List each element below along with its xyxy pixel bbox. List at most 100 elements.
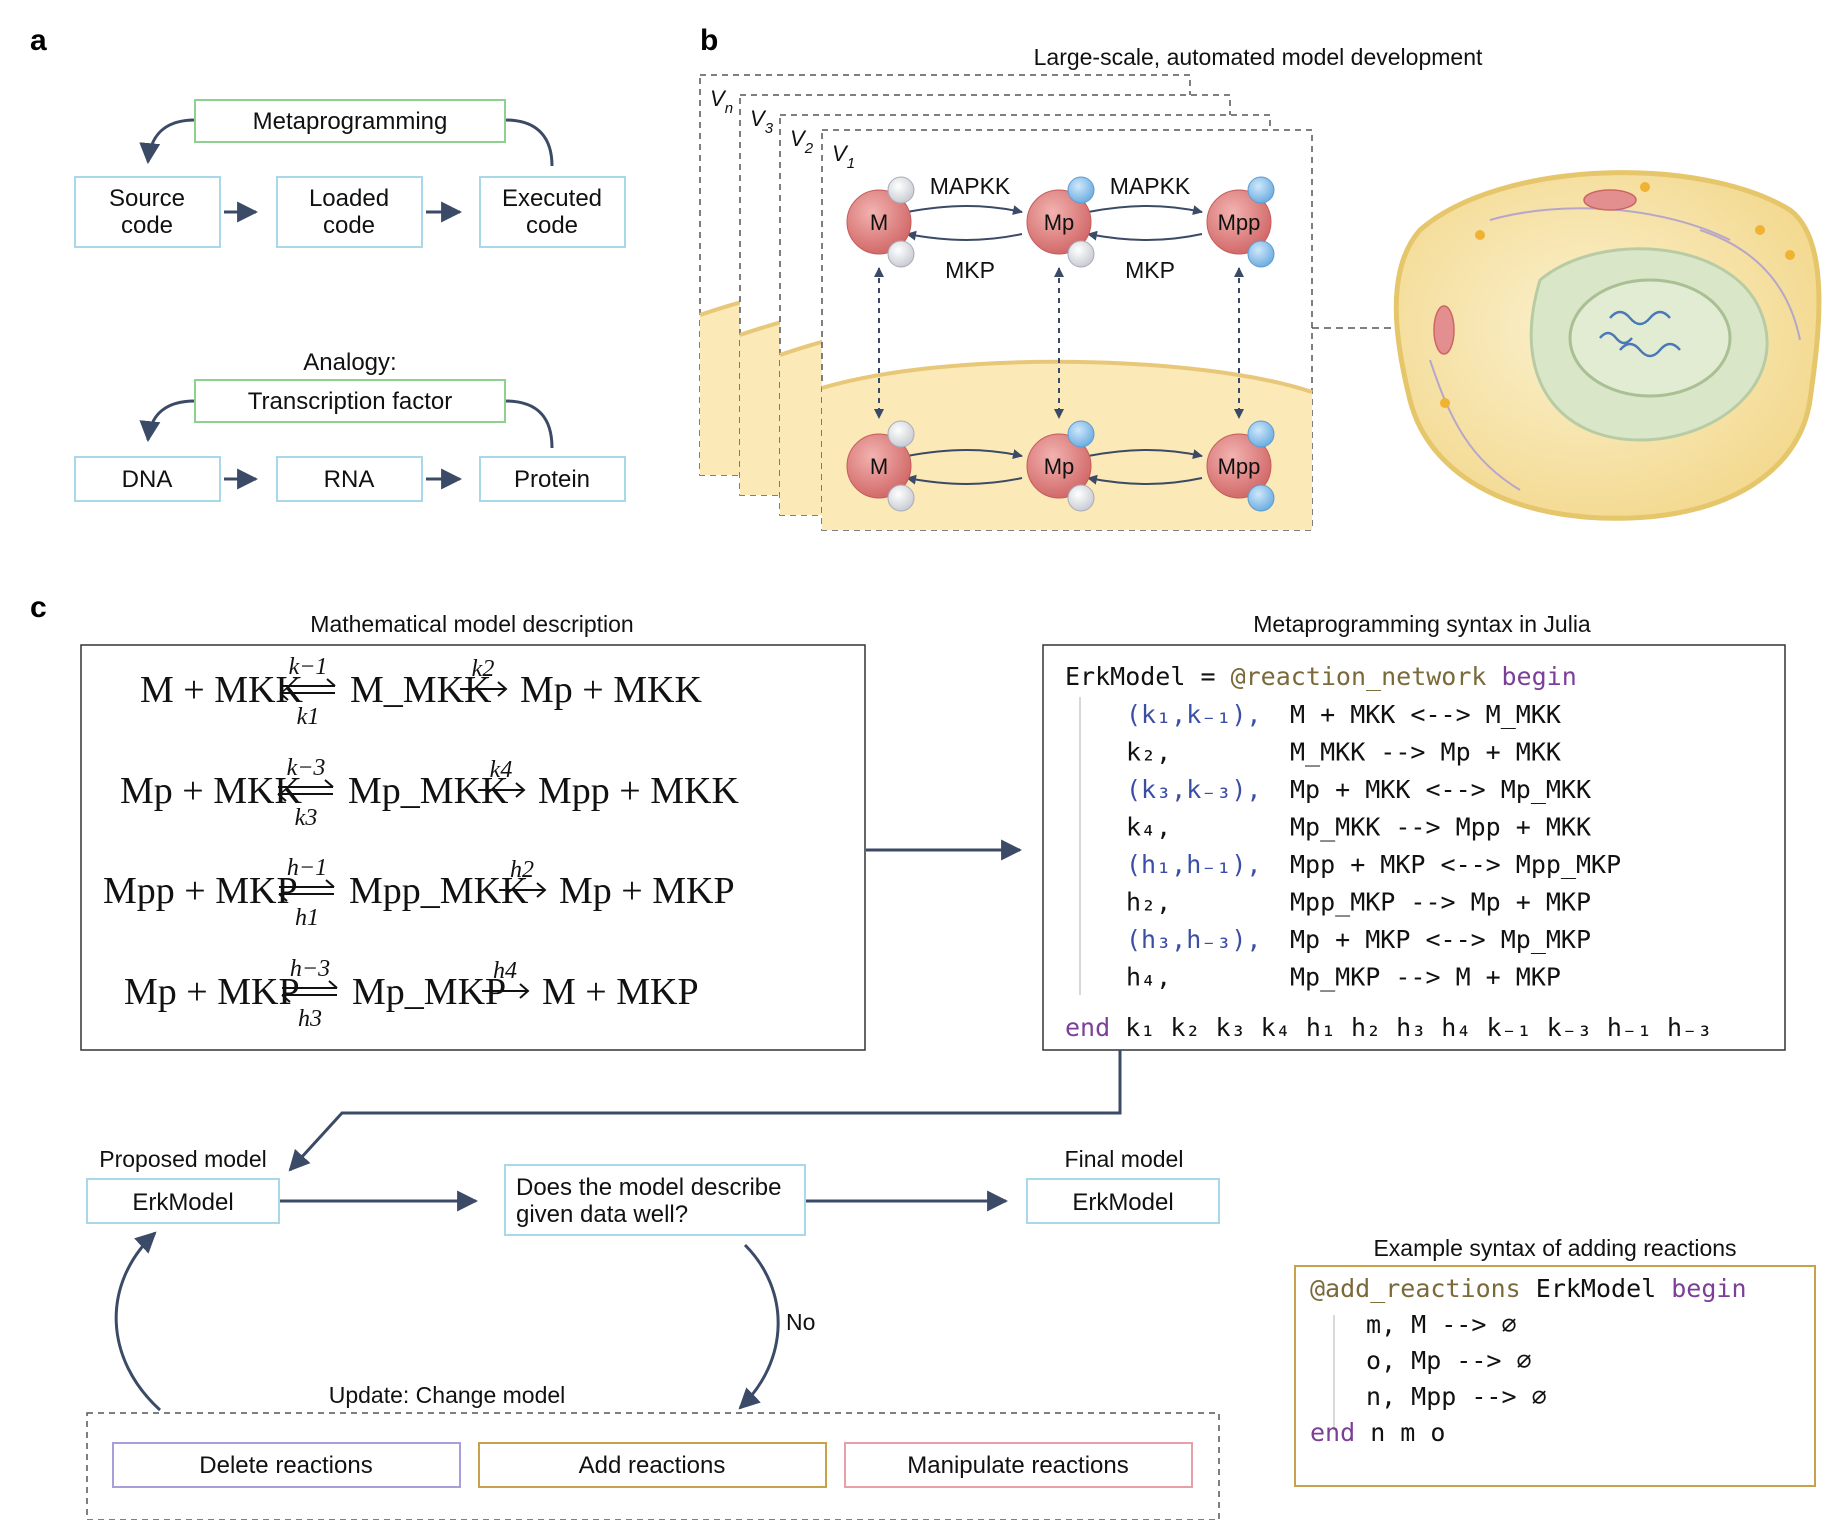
arrow-m-to-mp-bottom [906,449,1023,459]
reverse-rate-constant: k−3 [287,755,326,781]
code-reaction: Mpp_MKP --> Mp + MKP [1290,888,1591,917]
protein-label: Protein [514,466,590,493]
version-label: V2 [790,126,814,157]
unphosphorylated-site [887,176,915,204]
molecule-m: M [846,420,915,512]
version-v1-content: MAPKK MAPKK MKP MKP M Mp Mpp M Mp Mpp [821,173,1313,530]
unphosphorylated-site [887,420,915,448]
code-title: Metaprogramming syntax in Julia [1253,611,1591,637]
cytoskeleton-fiber-2 [1429,359,1521,491]
catalytic-rate-constant: k4 [490,757,513,783]
phosphate-group [1067,420,1095,448]
final-model-title: Final model [1065,1146,1184,1172]
code-param: k₄, [1126,813,1171,842]
delete-reactions-button[interactable]: Delete reactions [112,1442,461,1488]
arrow-mp-to-mpp-bottom [1087,449,1203,459]
vesicle [1475,230,1485,240]
catalytic-rate-constant: h2 [510,857,534,883]
cytoplasm-edge [700,301,745,475]
code-param: k₂, [1126,738,1171,767]
proposed-model-title: Proposed model [99,1146,267,1172]
manipulate-reactions-box[interactable] [844,1442,1193,1488]
panel-a-top: Metaprogramming Source code Loaded code Ex… [74,99,626,248]
equation-products: Mp + MKK [520,669,702,711]
harpoon-head [277,793,287,802]
code-reaction: Mp + MKK <--> Mp_MKK [1290,775,1591,804]
molecule-mpp: Mpp [1206,420,1275,512]
protein-body [846,433,912,499]
equation-reactants: Mp + MKK [120,770,302,812]
code-reaction: Mp_MKK --> Mpp + MKK [1290,813,1591,842]
kinase-label-2: MAPKK [1110,173,1191,199]
reverse-rate-constant: h−1 [287,855,327,881]
proposed-model-name: ErkModel [132,1189,233,1216]
example-reaction: o, Mp --> ∅ [1366,1346,1532,1375]
arrow-code-to-proposed [288,1050,1122,1172]
math-description-box [80,644,866,1051]
code-param: h₄, [1126,963,1171,992]
question-box [504,1164,806,1236]
harpoon-head [278,893,288,902]
harpoon-head [281,994,291,1003]
code-reaction: Mp_MKP --> M + MKP [1290,963,1561,992]
harpoon-head [325,879,335,888]
nucleus [1568,278,1732,398]
equation-products: Mpp + MKK [538,770,739,812]
delete-reactions-box[interactable] [112,1442,461,1488]
code-param: (h₁,h₋₁), [1126,850,1261,879]
panel-label-b: b [700,24,718,57]
reverse-rate-constant: k−1 [289,654,328,680]
delete-reactions-label: Delete reactions [199,1452,372,1479]
phosphate-group [1247,240,1275,268]
math-title: Mathematical model description [310,611,633,637]
manipulate-reactions-button[interactable]: Manipulate reactions [844,1442,1193,1488]
arrow-protein-to-tf [504,399,554,449]
mitochondrion-1 [1583,189,1637,211]
molecule-label: Mpp [1218,210,1261,235]
add-reactions-box[interactable] [478,1442,827,1488]
arrow-head [519,983,530,999]
molecules-cytoplasm: M Mp Mpp [846,420,1275,512]
loaded-code-label: Loaded code [309,185,389,239]
dna-box [74,456,221,502]
code-reaction: M + MKK <--> M_MKK [1290,700,1561,729]
example-end: end n m o [1310,1418,1445,1447]
molecule-mp: Mp [1026,176,1095,268]
protein-box [479,456,626,502]
forward-rate-constant: k1 [297,704,320,730]
arrow-mp-to-mpp-top [1087,205,1203,215]
molecule-mp: Mp [1026,420,1095,512]
molecule-label: M [870,210,888,235]
transcription-factor-label: Transcription factor [248,388,453,415]
loaded-code-box [276,176,423,248]
example-header: @add_reactions ErkModel begin [1310,1274,1747,1303]
forward-rate-constant: h3 [298,1006,322,1032]
version-label: V1 [832,141,855,172]
final-model-name: ErkModel [1072,1189,1173,1216]
add-reactions-label: Add reactions [579,1452,726,1479]
equation-reactants: M + MKK [140,669,303,711]
molecule-label: Mp [1044,210,1075,235]
phosphatase-label-1: MKP [945,257,995,283]
code-param: h₂, [1126,888,1171,917]
code-reaction: Mp + MKP <--> Mp_MKP [1290,925,1591,954]
unphosphorylated-site [1067,484,1095,512]
chromatin [1599,310,1681,358]
update-title: Update: Change model [329,1382,566,1408]
arrow-question-to-update [738,1243,780,1410]
source-code-label: Source code [109,185,185,239]
unphosphorylated-site [1067,240,1095,268]
cytoskeleton-fiber-3 [1699,229,1801,341]
arrow-update-to-proposed [114,1231,162,1412]
phosphatase-label-2: MKP [1125,257,1175,283]
phosphate-group [1247,420,1275,448]
panel-label-a: a [30,24,47,57]
analogy-title: Analogy: [303,349,396,376]
add-reactions-button[interactable]: Add reactions [478,1442,827,1488]
version-label: V3 [750,106,774,137]
executed-code-box [479,176,626,248]
harpoon-head [324,779,334,788]
